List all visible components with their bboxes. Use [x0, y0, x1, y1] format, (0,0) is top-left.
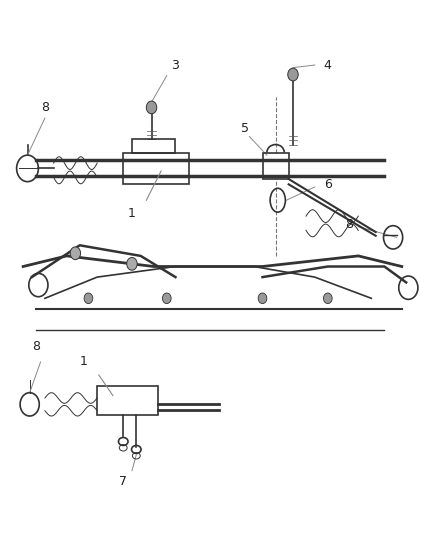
Circle shape	[162, 293, 171, 304]
Text: 8: 8	[346, 217, 353, 231]
Circle shape	[127, 257, 137, 270]
Text: 8: 8	[41, 101, 49, 114]
Circle shape	[258, 293, 267, 304]
Circle shape	[323, 293, 332, 304]
Text: 1: 1	[80, 356, 88, 368]
Text: 4: 4	[324, 59, 332, 71]
Circle shape	[146, 101, 157, 114]
Text: 1: 1	[128, 207, 136, 220]
Circle shape	[70, 247, 81, 260]
Text: 8: 8	[32, 340, 40, 352]
Circle shape	[84, 293, 93, 304]
Text: 3: 3	[172, 59, 180, 71]
Text: 7: 7	[119, 475, 127, 488]
Circle shape	[288, 68, 298, 81]
Text: 6: 6	[324, 178, 332, 191]
Text: 5: 5	[241, 122, 249, 135]
